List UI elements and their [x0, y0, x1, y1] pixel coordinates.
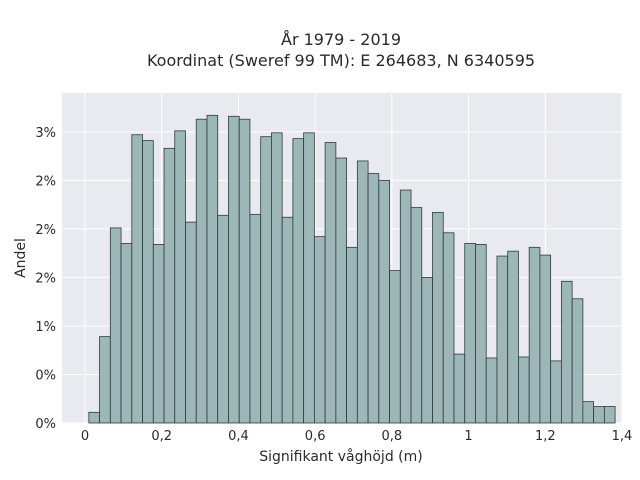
histogram-bar: [475, 244, 487, 424]
histogram-bar: [432, 211, 444, 424]
histogram-bar: [421, 277, 433, 424]
y-axis-ticks: 0% 0% 1% 2% 2% 2% 3%: [35, 126, 56, 432]
histogram-bar: [313, 236, 326, 424]
x-tick-label: 1,2: [535, 429, 556, 444]
histogram-bar: [367, 173, 380, 424]
y-axis-label: Andel: [13, 238, 29, 278]
histogram-bar: [582, 401, 595, 424]
histogram-bar: [217, 214, 229, 424]
chart-title-line1: År 1979 - 2019: [281, 30, 401, 49]
histogram-bar: [378, 179, 390, 424]
histogram-bar: [142, 140, 154, 424]
x-tick-label: 0,4: [228, 429, 249, 444]
histogram-bar: [163, 147, 176, 424]
histogram-bar: [410, 207, 423, 424]
histogram-bar: [453, 353, 466, 424]
histogram-bar: [464, 243, 476, 424]
histogram-bar: [238, 118, 251, 424]
histogram-bar: [249, 213, 262, 424]
histogram-bar: [152, 244, 165, 424]
histogram-bar: [120, 243, 133, 424]
histogram-bar: [399, 189, 412, 424]
histogram-bar: [185, 221, 197, 424]
x-tick-label: 1: [464, 429, 472, 444]
histogram-bar: [99, 336, 111, 424]
histogram-bar: [109, 227, 122, 424]
x-axis-ticks: 0 0,2 0,4 0,6 0,8 1 1,2 1,4: [81, 429, 632, 444]
histogram-bar: [528, 246, 541, 424]
histogram-bar: [271, 132, 283, 424]
histogram-bar: [389, 270, 401, 424]
histogram-bar: [195, 118, 208, 424]
bars: [88, 114, 616, 424]
histogram-bar: [206, 114, 219, 424]
x-tick-label: 0,6: [305, 429, 326, 444]
y-tick-label: 0%: [35, 417, 56, 432]
y-tick-label: 1%: [35, 320, 56, 335]
histogram-bar: [550, 360, 562, 424]
histogram-bar: [228, 115, 240, 424]
histogram-bar: [356, 160, 369, 424]
histogram-bar: [324, 142, 337, 424]
histogram-bar: [485, 357, 498, 424]
y-tick-label: 2%: [35, 223, 56, 238]
histogram-bar: [260, 136, 272, 424]
histogram-bar: [88, 411, 100, 424]
histogram-bar: [518, 356, 530, 424]
x-tick-label: 0,2: [151, 429, 172, 444]
histogram-bar: [346, 246, 358, 424]
chart-title-line2: Koordinat (Sweref 99 TM): E 264683, N 63…: [147, 51, 535, 70]
histogram-bar: [442, 232, 455, 424]
histogram-bar: [603, 406, 616, 424]
histogram-bar: [560, 280, 573, 424]
histogram-bar: [174, 130, 186, 424]
histogram-bar: [303, 132, 315, 424]
histogram-bar: [507, 250, 519, 424]
histogram-bar: [571, 298, 584, 424]
histogram-bar: [593, 406, 605, 424]
histogram-bar: [281, 216, 294, 424]
histogram-bar: [539, 254, 552, 424]
histogram-bar: [496, 255, 509, 424]
x-tick-label: 0,8: [382, 429, 403, 444]
x-tick-label: 1,4: [612, 429, 633, 444]
histogram-bar: [292, 138, 305, 424]
histogram-bar: [131, 134, 143, 424]
histogram-bar: [335, 157, 348, 424]
y-tick-label: 0%: [35, 368, 56, 383]
y-tick-label: 2%: [35, 271, 56, 286]
y-tick-label: 3%: [35, 126, 56, 141]
x-axis-label: Signifikant våghöjd (m): [259, 448, 422, 465]
y-tick-label: 2%: [35, 174, 56, 189]
x-tick-label: 0: [81, 429, 89, 444]
